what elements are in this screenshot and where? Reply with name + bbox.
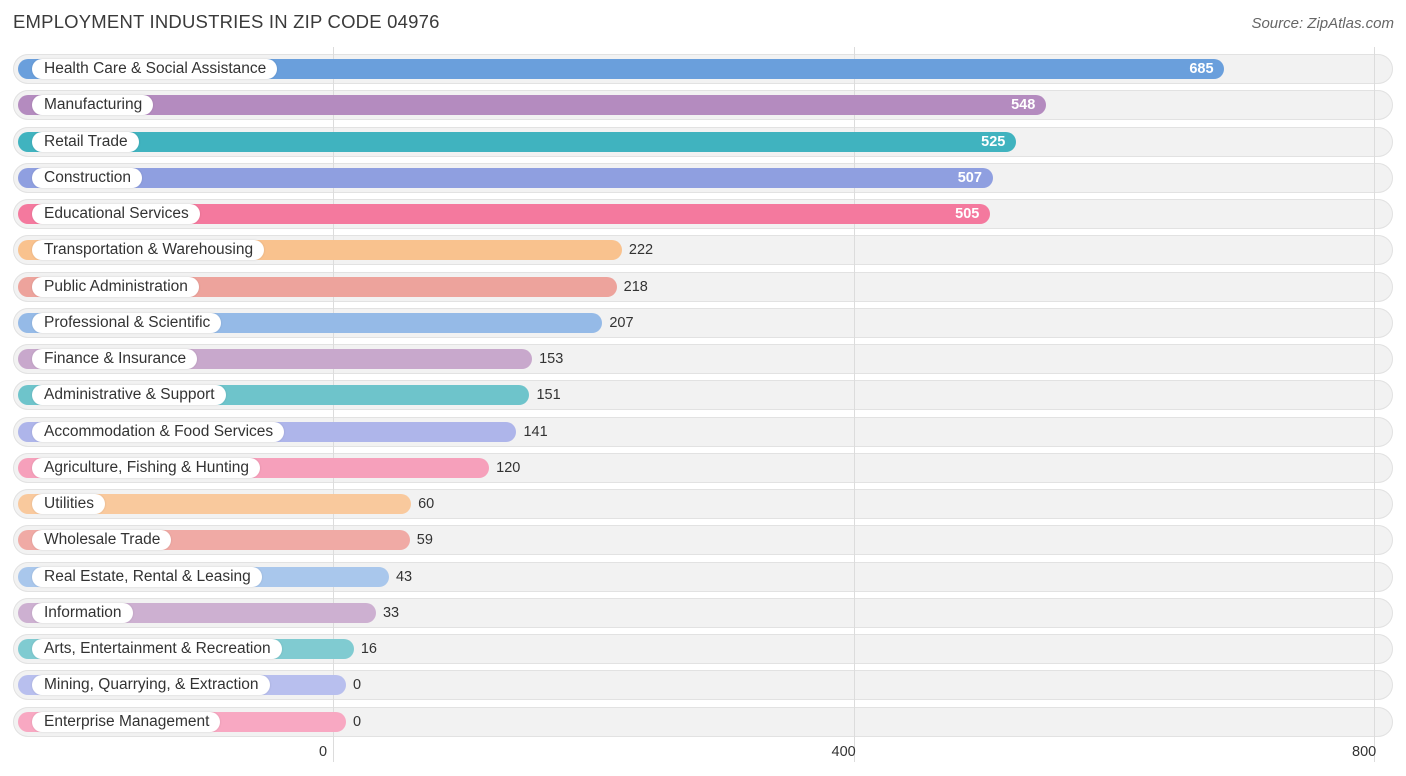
x-tick-label: 400 [831,744,856,760]
value-label: 153 [539,351,564,367]
value-label: 505 [955,206,980,222]
bar[interactable] [18,494,412,514]
category-label: Wholesale Trade [32,530,172,551]
category-label: Utilities [32,494,105,514]
category-label: Retail Trade [32,131,139,152]
category-label: Information [32,602,133,623]
bar[interactable] [18,167,993,188]
value-label: 507 [957,169,982,186]
category-label: Mining, Quarrying, & Extraction [32,675,270,696]
value-label: 16 [360,641,377,657]
value-label: 207 [609,314,634,331]
value-label: 141 [523,423,548,440]
value-label: 43 [395,568,413,585]
value-label: 685 [1189,61,1214,77]
value-label: 59 [416,532,433,549]
category-label: Public Administration [32,276,199,297]
category-label: Enterprise Management [32,711,221,732]
value-label: 60 [418,496,435,512]
value-label: 525 [981,133,1006,150]
category-label: Manufacturing [32,95,154,116]
value-label: 548 [1011,97,1036,114]
category-label: Administrative & Support [32,385,226,406]
category-label: Transportation & Warehousing [32,240,265,261]
value-label: 151 [536,387,561,404]
category-label: Accommodation & Food Services [32,421,285,442]
gridline [1374,47,1375,762]
category-label: Agriculture, Fishing & Hunting [32,457,261,478]
category-label: Professional & Scientific [32,312,222,333]
value-label: 218 [623,278,648,295]
bar[interactable] [18,204,991,224]
x-tick-label: 0 [319,744,328,760]
value-label: 33 [382,604,400,621]
bar[interactable] [18,59,1225,79]
value-label: 120 [496,459,521,476]
value-label: 0 [353,713,362,730]
category-label: Finance & Insurance [32,349,198,369]
bar[interactable] [18,131,1017,152]
category-label: Health Care & Social Assistance [32,59,278,79]
value-label: 222 [628,242,654,259]
gridline [854,47,855,762]
bar[interactable] [18,95,1047,116]
category-label: Arts, Entertainment & Recreation [32,639,282,659]
category-label: Real Estate, Rental & Leasing [32,566,262,587]
x-tick-label: 800 [1352,744,1377,760]
value-label: 0 [353,677,362,694]
chart-source: Source: ZipAtlas.com [1251,15,1394,32]
chart-title: EMPLOYMENT INDUSTRIES IN ZIP CODE 04976 [13,11,440,32]
category-label: Educational Services [32,204,200,224]
category-label: Construction [32,167,143,188]
